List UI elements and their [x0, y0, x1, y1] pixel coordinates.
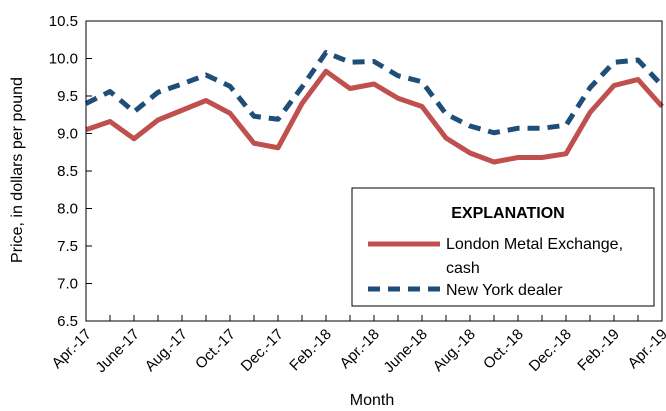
x-tick-label: Aug.-18 — [430, 326, 479, 375]
legend-label-nyd: New York dealer — [446, 282, 563, 299]
legend-label-lme-line2: cash — [446, 260, 480, 277]
x-tick-label: Oct.-18 — [480, 326, 527, 373]
x-tick-label: Apr.-18 — [337, 326, 383, 372]
legend: EXPLANATION London Metal Exchange, cash … — [351, 187, 655, 307]
x-tick-label: June-18 — [380, 326, 430, 376]
x-tick-label: Apr.-19 — [625, 326, 666, 372]
legend-label-lme-line1: London Metal Exchange, — [446, 236, 623, 253]
y-axis-ticks: 6.5 7.0 7.5 8.0 8.5 9.0 9.5 10.0 10.5 — [49, 13, 92, 330]
y-tick-label: 8.5 — [57, 163, 78, 180]
plot-frame — [85, 20, 663, 322]
y-tick-label: 10.5 — [49, 13, 78, 30]
y-tick-label: 7.5 — [57, 238, 78, 255]
x-tick-label: Aug.-17 — [142, 326, 191, 375]
series-line-lme — [85, 68, 664, 165]
y-tick-label: 6.5 — [57, 313, 78, 330]
x-axis-title: Month — [350, 392, 394, 409]
y-tick-label: 9.5 — [57, 88, 78, 105]
series-line-new-york-dealer — [84, 50, 664, 136]
y-tick-label: 10.0 — [49, 51, 78, 68]
x-tick-label: Dec.-17 — [238, 326, 287, 375]
y-tick-label: 8.0 — [57, 201, 78, 218]
y-tick-label: 7.0 — [57, 276, 78, 293]
x-tick-label: Apr.-17 — [49, 326, 95, 372]
y-axis-title: Price, in dollars per pound — [9, 77, 26, 263]
legend-box — [351, 187, 655, 307]
x-tick-label: Feb.-19 — [574, 326, 623, 375]
x-tick-label: Feb.-18 — [286, 326, 335, 375]
x-tick-label: June-17 — [92, 326, 142, 376]
y-tick-label: 9.0 — [57, 126, 78, 143]
x-tick-label: Dec.-18 — [526, 326, 575, 375]
legend-title: EXPLANATION — [451, 205, 564, 222]
series-layer — [84, 50, 664, 165]
x-tick-label: Oct.-17 — [192, 326, 239, 373]
